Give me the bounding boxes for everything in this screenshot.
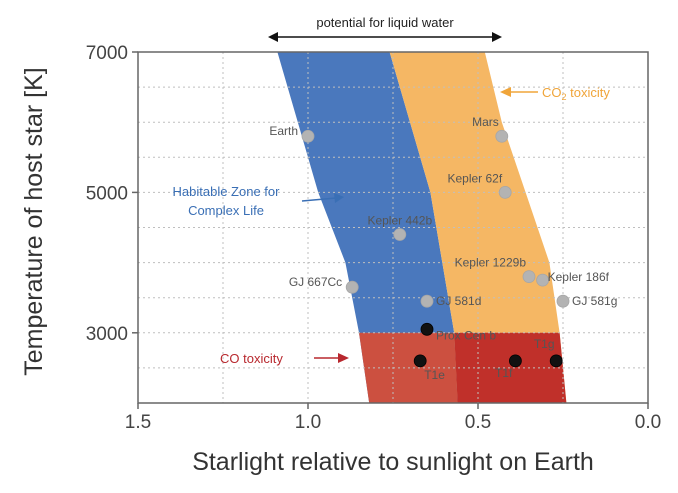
point-label-earth: Earth	[269, 124, 298, 138]
x-tick-label: 1.0	[295, 412, 321, 433]
hz-arrowhead-icon	[334, 193, 344, 203]
point-mars	[495, 129, 509, 143]
point-gj-581d	[420, 294, 434, 308]
point-prox-cen-b	[420, 322, 434, 336]
point-gj-581g	[556, 294, 570, 308]
co-arrowhead-icon	[338, 353, 349, 363]
data-points: Earth Mars Kepler 62f Kepler 442b Kepler 122…	[269, 115, 617, 382]
point-label-gj-581g: GJ 581g	[572, 294, 617, 308]
point-label-kepler-186f: Kepler 186f	[548, 270, 610, 284]
point-label-kepler-1229b: Kepler 1229b	[455, 256, 527, 270]
point-kepler-62f	[498, 185, 512, 199]
region-habitable-zone-for-complex-life	[277, 52, 458, 403]
grid	[138, 52, 648, 403]
co2-subscript: 2	[562, 92, 567, 102]
y-tick-label: 5000	[86, 183, 128, 204]
point-label-kepler-62f: Kepler 62f	[447, 171, 502, 185]
point-label-t1g: T1g	[534, 337, 555, 351]
point-label-gj-581d: GJ 581d	[436, 294, 481, 308]
liquid-water-label: potential for liquid water	[316, 15, 454, 30]
point-kepler-186f	[536, 273, 549, 287]
habitability-regions	[277, 52, 567, 403]
hz-label-line1: Habitable Zone for	[173, 184, 281, 199]
point-t1e	[413, 354, 427, 368]
x-axis-ticks: 1.5 1.0 0.5 0.0	[125, 403, 661, 433]
arrowhead-right-icon	[492, 32, 502, 42]
co-toxicity-label: CO toxicity	[220, 351, 283, 366]
hz-annotation: Habitable Zone for Complex Life	[173, 184, 344, 218]
point-label-prox-cen-b: Prox Cen b	[436, 328, 496, 342]
co2-suffix: toxicity	[567, 85, 611, 100]
y-tick-label: 7000	[86, 43, 128, 64]
point-earth	[301, 129, 315, 143]
point-kepler-442b	[393, 228, 407, 241]
liquid-water-annotation: potential for liquid water	[268, 15, 502, 42]
co2-prefix: CO	[542, 85, 562, 100]
plot-frame	[137, 51, 649, 404]
co2-arrowhead-icon	[500, 87, 511, 97]
x-tick-label: 0.5	[465, 412, 491, 433]
co2-toxicity-label: CO2 toxicity	[542, 85, 610, 102]
x-tick-label: 0.0	[635, 412, 661, 433]
point-label-t1f: T1f	[495, 366, 513, 380]
arrowhead-left-icon	[268, 32, 278, 42]
y-axis-ticks: 3000 5000 7000	[86, 43, 138, 345]
x-tick-label: 1.5	[125, 412, 151, 433]
point-label-mars: Mars	[472, 115, 499, 129]
x-axis-title: Starlight relative to sunlight on Earth	[192, 448, 594, 476]
co-annotation: CO toxicity	[220, 351, 349, 366]
region-overlap-3	[454, 332, 567, 403]
point-t1f	[509, 354, 522, 368]
point-gj-667cc	[345, 280, 359, 294]
point-label-gj-667cc: GJ 667Cc	[289, 275, 342, 289]
co2-annotation: CO2 toxicity	[500, 85, 610, 102]
hz-label-line2: Complex Life	[188, 203, 264, 218]
point-label-kepler-442b: Kepler 442b	[367, 214, 432, 228]
y-axis-title: Temperature of host star [K]	[20, 67, 48, 375]
point-kepler-1229b	[522, 270, 536, 284]
point-t1g	[549, 354, 563, 368]
point-label-t1e: T1e	[424, 368, 445, 382]
y-tick-label: 3000	[86, 324, 128, 345]
hz-arrow	[301, 197, 337, 202]
